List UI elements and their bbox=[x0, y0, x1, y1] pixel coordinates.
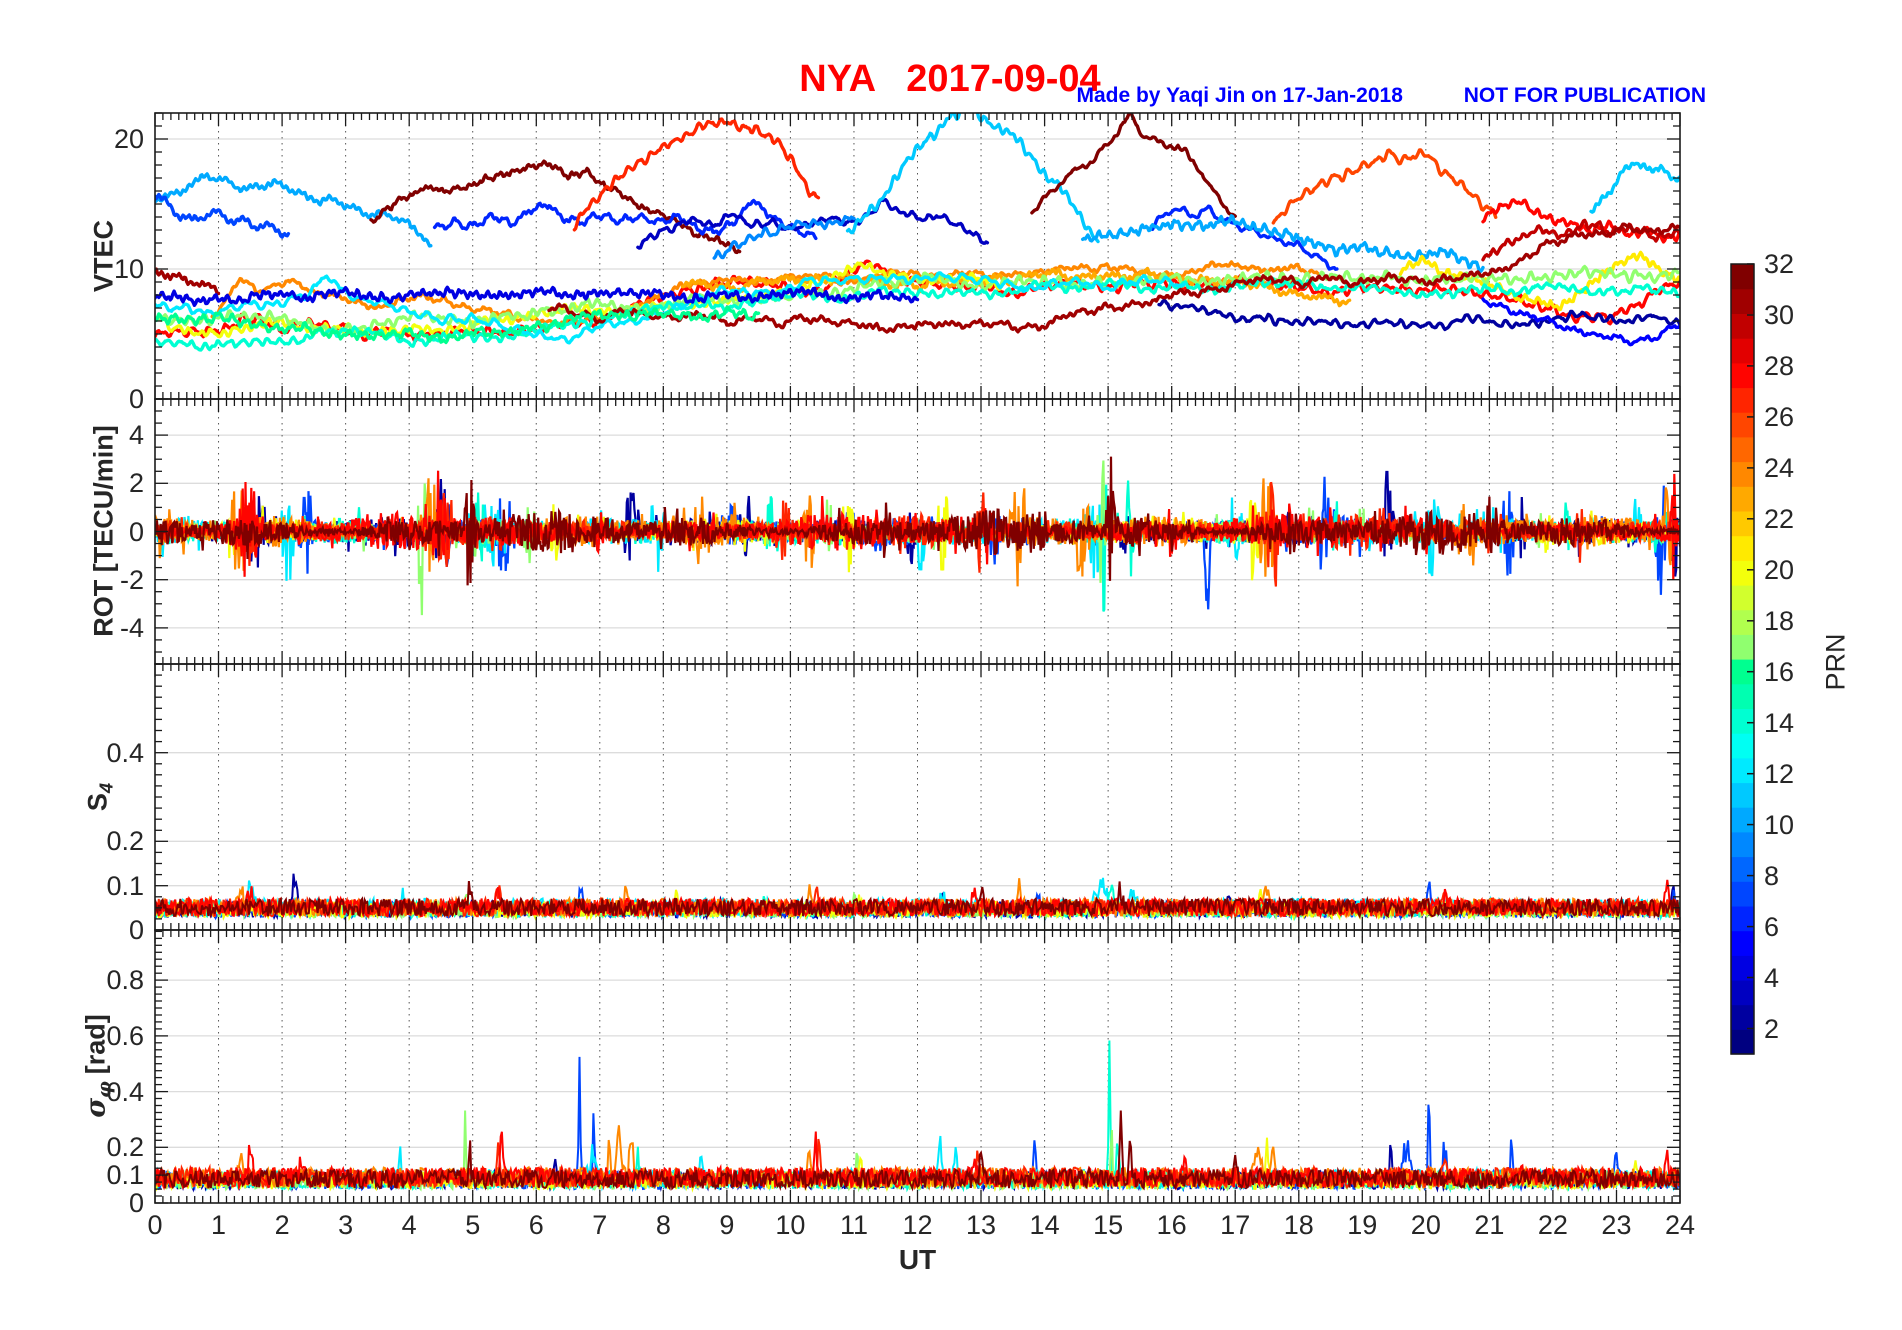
y-tick-label-sigma: 0.6 bbox=[106, 1020, 144, 1051]
colorbar-tick-label: 14 bbox=[1764, 707, 1795, 738]
x-tick-label: 18 bbox=[1283, 1210, 1314, 1240]
y-tick-label-rot: 2 bbox=[128, 468, 144, 499]
x-tick-label: 19 bbox=[1347, 1210, 1378, 1240]
y-tick-label-rot: -4 bbox=[119, 612, 144, 643]
x-tick-label: 21 bbox=[1474, 1210, 1505, 1240]
panel-rot bbox=[154, 398, 1681, 665]
y-tick-label-sigma: 0 bbox=[128, 1188, 144, 1218]
y-tick-label-sigma: 0.8 bbox=[106, 965, 144, 996]
x-tick-label: 22 bbox=[1537, 1210, 1568, 1240]
x-tick-label: 9 bbox=[719, 1210, 735, 1240]
y-tick-label-sigma: 0.2 bbox=[106, 1132, 144, 1163]
colorbar-tick-label: 12 bbox=[1764, 758, 1795, 789]
colorbar-tick-label: 28 bbox=[1764, 350, 1795, 381]
y-tick-label-s4: 0.1 bbox=[106, 870, 144, 901]
colorbar-tick-label: 18 bbox=[1764, 605, 1795, 636]
series-s4 bbox=[155, 873, 1680, 922]
y-tick-label-rot: 4 bbox=[128, 420, 144, 451]
watermark-text: NOT FOR PUBLICATION bbox=[1463, 84, 1706, 107]
x-tick-label: 8 bbox=[655, 1210, 671, 1240]
colorbar-tick-label: 10 bbox=[1764, 809, 1795, 840]
x-tick-label: 4 bbox=[401, 1210, 417, 1240]
panel-sigma bbox=[154, 929, 1681, 1204]
colorbar-tick-label: 32 bbox=[1764, 249, 1795, 279]
series-sigma bbox=[155, 1040, 1680, 1194]
colorbar bbox=[1730, 263, 1755, 1055]
y-tick-label-s4: 0.2 bbox=[106, 826, 144, 857]
x-tick-label: 15 bbox=[1093, 1210, 1124, 1240]
x-tick-label: 17 bbox=[1220, 1210, 1251, 1240]
x-tick-label: 11 bbox=[839, 1210, 868, 1240]
x-tick-label: 24 bbox=[1664, 1210, 1696, 1240]
credit-line: Made by Yaqi Jin on 17-Jan-2018 NOT FOR … bbox=[1076, 84, 1706, 108]
x-tick-label: 16 bbox=[1156, 1210, 1187, 1240]
colorbar-tick-label: 16 bbox=[1764, 656, 1795, 687]
x-tick-label: 1 bbox=[211, 1210, 227, 1240]
y-tick-label-sigma: 0.1 bbox=[106, 1160, 144, 1191]
y-tick-label-s4: 0.4 bbox=[106, 737, 144, 768]
y-tick-label-vtec: 10 bbox=[113, 254, 144, 284]
x-tick-label: 14 bbox=[1029, 1210, 1060, 1240]
credit-text: Made by Yaqi Jin on 17-Jan-2018 bbox=[1076, 84, 1403, 107]
panel-s4 bbox=[154, 663, 1681, 931]
colorbar-tick-label: 22 bbox=[1764, 503, 1795, 534]
figure-title: NYA 2017-09-04 bbox=[799, 58, 1101, 100]
y-axis-label-s4: S4 bbox=[82, 782, 117, 812]
x-tick-label: 3 bbox=[338, 1210, 354, 1240]
x-axis-label: UT bbox=[898, 1244, 937, 1275]
colorbar-tick-label: 30 bbox=[1764, 299, 1795, 330]
colorbar-label: PRN bbox=[1820, 633, 1851, 691]
y-tick-label-vtec: 0 bbox=[128, 384, 144, 414]
x-tick-label: 12 bbox=[902, 1210, 933, 1240]
y-tick-label-rot: -2 bbox=[119, 564, 144, 595]
x-tick-label: 10 bbox=[775, 1210, 806, 1240]
x-tick-label: 6 bbox=[528, 1210, 544, 1240]
y-tick-label-sigma: 0.4 bbox=[106, 1076, 144, 1107]
colorbar-tick-label: 6 bbox=[1764, 911, 1780, 942]
series-vtec bbox=[155, 113, 1680, 352]
x-tick-label: 20 bbox=[1410, 1210, 1441, 1240]
y-tick-label-vtec: 20 bbox=[113, 124, 144, 154]
colorbar-tick-label: 20 bbox=[1764, 554, 1795, 585]
colorbar-tick-label: 2 bbox=[1764, 1013, 1780, 1044]
x-tick-label: 13 bbox=[966, 1210, 997, 1240]
y-tick-label-rot: 0 bbox=[128, 516, 144, 547]
y-tick-label-s4: 0 bbox=[128, 915, 144, 945]
x-tick-label: 0 bbox=[147, 1210, 163, 1240]
x-tick-label: 7 bbox=[592, 1210, 608, 1240]
x-tick-label: 2 bbox=[274, 1210, 290, 1240]
x-tick-label: 23 bbox=[1601, 1210, 1632, 1240]
colorbar-tick-label: 8 bbox=[1764, 860, 1780, 891]
colorbar-tick-label: 26 bbox=[1764, 401, 1795, 432]
colorbar-tick-label: 24 bbox=[1764, 452, 1795, 483]
panel-vtec bbox=[154, 112, 1681, 400]
colorbar-tick-label: 4 bbox=[1764, 962, 1780, 993]
series-rot bbox=[155, 456, 1680, 616]
x-tick-label: 5 bbox=[465, 1210, 481, 1240]
